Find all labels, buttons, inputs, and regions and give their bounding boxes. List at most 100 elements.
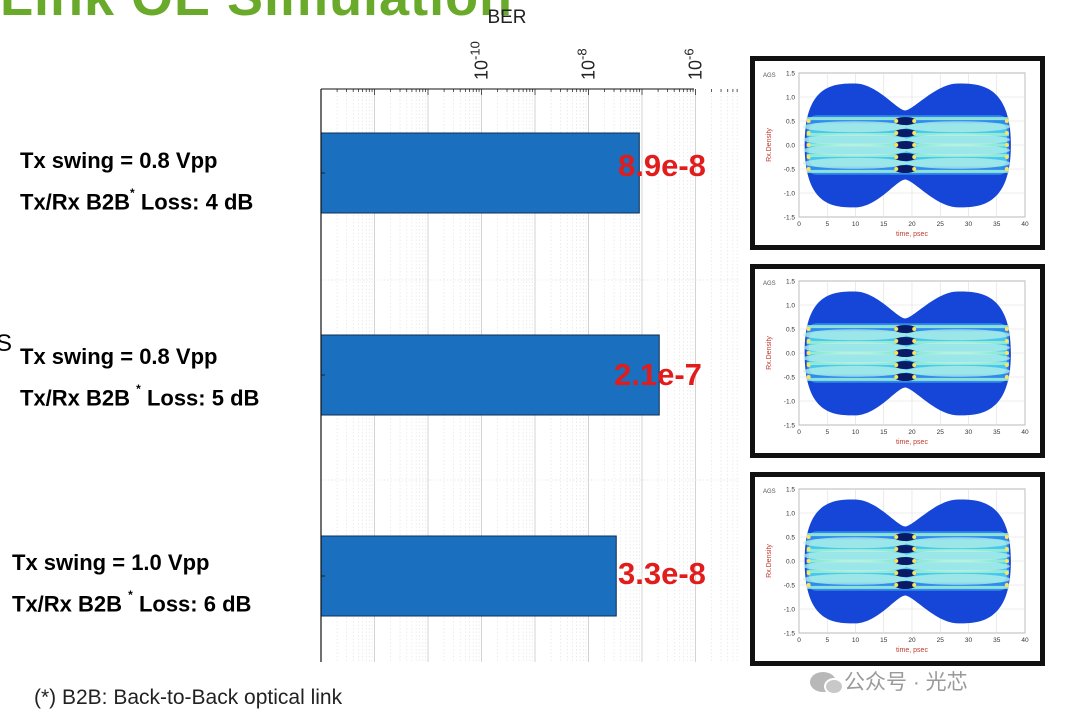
footnote: (*) B2B: Back-to-Back optical link	[34, 686, 343, 709]
eye-opening	[802, 365, 907, 377]
ber-bar	[320, 132, 640, 214]
eye-opening	[906, 550, 1011, 562]
eye-x-tick: 30	[965, 429, 973, 436]
slide-title: Link OE Simulation	[0, 0, 513, 28]
eye-crossing-dot	[912, 119, 917, 123]
x-tick-label: 10-10	[468, 41, 492, 80]
eye-opening	[906, 365, 1011, 377]
eye-opening	[906, 573, 1011, 585]
case-label-1-line2: Tx/Rx B2B* Loss: 4 dB	[20, 186, 254, 215]
eye-crossing-dot	[894, 571, 899, 575]
eye-x-tick: 15	[880, 429, 888, 436]
case-label-1: Tx swing = 0.8 Vpp Tx/Rx B2B* Loss: 4 dB	[20, 142, 253, 220]
eye-crossing-dot	[1004, 131, 1009, 135]
eye-x-tick: 10	[852, 429, 860, 436]
eye-opening	[802, 144, 907, 156]
eye-corner-label: AGS	[763, 489, 776, 495]
eye-y-tick: 1.5	[786, 71, 795, 78]
eye-crossing-dot	[912, 583, 917, 587]
eye-crossing	[894, 117, 917, 125]
eye-crossing-dot	[894, 339, 899, 343]
eye-crossing	[894, 373, 917, 381]
eye-diagram-1: 1.5 1.0 0.5 0.0 -0.5 -1.0 -1.5 0 5 10 15 20 25 30 35 40…	[750, 56, 1045, 250]
ber-bar	[320, 334, 660, 416]
eye-x-tick: 20	[908, 429, 916, 436]
eye-x-tick: 20	[908, 637, 916, 644]
eye-y-tick: -1.0	[784, 607, 796, 614]
eye-crossing-dot	[1004, 351, 1009, 355]
eye-x-tick: 15	[880, 637, 888, 644]
eye-opening	[802, 560, 907, 572]
eye-crossing-dot	[912, 547, 917, 551]
eye-y-tick: 0.5	[786, 327, 795, 334]
eye-crossing-dot	[894, 547, 899, 551]
eye-y-tick: -1.5	[784, 423, 796, 430]
eye-y-tick: 0.5	[786, 119, 795, 126]
eye-crossing-dot	[894, 167, 899, 171]
eye-diagram-plot: 1.5 1.0 0.5 0.0 -0.5 -1.0 -1.50 5 10 15 20 25 30 35 40…	[763, 487, 1029, 655]
eye-crossing-dot	[1004, 547, 1009, 551]
watermark: 公众号 · 光芯	[810, 666, 968, 696]
eye-x-label: time, psec	[896, 439, 928, 446]
eye-crossing-dot	[806, 339, 811, 343]
eye-crossing-dot	[1004, 339, 1009, 343]
case-label-3: Tx swing = 1.0 Vpp Tx/Rx B2B * Loss: 6 d…	[12, 544, 251, 622]
eye-y-label: Rx.Density	[766, 544, 773, 578]
eye-crossing-dot	[894, 535, 899, 539]
eye-crossing-dot	[806, 155, 811, 159]
eye-crossing-dot	[806, 375, 811, 379]
eye-x-tick: 0	[797, 221, 801, 228]
eye-crossing-dot	[1004, 363, 1009, 367]
eye-y-tick: 0.0	[786, 559, 795, 566]
eye-y-tick: -1.0	[784, 399, 796, 406]
eye-y-tick: -0.5	[784, 167, 796, 174]
eye-crossing-dot	[912, 155, 917, 159]
eye-crossing-dot	[894, 583, 899, 587]
eye-opening	[802, 352, 907, 364]
eye-crossing-dot	[894, 327, 899, 331]
eye-crossing	[894, 349, 917, 357]
eye-crossing	[894, 581, 917, 589]
eye-x-tick: 15	[880, 221, 888, 228]
eye-opening	[906, 352, 1011, 364]
eye-x-label: time, psec	[896, 647, 928, 654]
eye-crossing-dot	[806, 143, 811, 147]
eye-x-tick: 40	[1021, 429, 1029, 436]
eye-opening	[906, 121, 1011, 133]
eye-crossing-dot	[912, 571, 917, 575]
eye-opening	[802, 134, 907, 146]
eye-opening	[802, 121, 907, 133]
eye-opening	[906, 329, 1011, 341]
eye-x-tick: 25	[937, 429, 945, 436]
eye-diagram-2: 1.5 1.0 0.5 0.0 -0.5 -1.0 -1.5 0 5 10 15 20 25 30 35 40…	[750, 264, 1045, 458]
eye-x-tick: 35	[993, 429, 1001, 436]
eye-y-tick: 0.0	[786, 143, 795, 150]
case-label-2-line1: Tx swing = 0.8 Vpp	[20, 344, 218, 369]
eye-crossing	[894, 361, 917, 369]
x-tick-label: 10-8	[575, 48, 599, 80]
eye-x-tick: 30	[965, 221, 973, 228]
chart-title: BER	[487, 7, 526, 28]
eye-crossing-dot	[912, 131, 917, 135]
eye-x-tick: 25	[937, 221, 945, 228]
eye-opening	[906, 560, 1011, 572]
eye-y-label: Rx.Density	[766, 336, 773, 370]
eye-crossing	[894, 569, 917, 577]
eye-opening	[906, 342, 1011, 354]
eye-y-tick: -0.5	[784, 583, 796, 590]
eye-crossing	[894, 129, 917, 137]
eye-opening	[802, 550, 907, 562]
eye-crossing-dot	[1004, 327, 1009, 331]
chart-ticks: 10-10 10-8 10-6	[321, 41, 738, 577]
eye-x-tick: 5	[825, 637, 829, 644]
eye-crossing-dot	[912, 167, 917, 171]
eye-diagram-3: 1.5 1.0 0.5 0.0 -0.5 -1.0 -1.5 0 5 10 15 20 25 30 35 40…	[750, 472, 1045, 666]
eye-corner-label: AGS	[763, 281, 776, 287]
eye-x-tick: 5	[825, 429, 829, 436]
wechat-icon	[810, 672, 844, 695]
eye-x-tick: 35	[993, 221, 1001, 228]
eye-crossing-dot	[894, 375, 899, 379]
eye-x-tick: 5	[825, 221, 829, 228]
chart-bars	[320, 132, 660, 617]
eye-crossing-dot	[806, 167, 811, 171]
